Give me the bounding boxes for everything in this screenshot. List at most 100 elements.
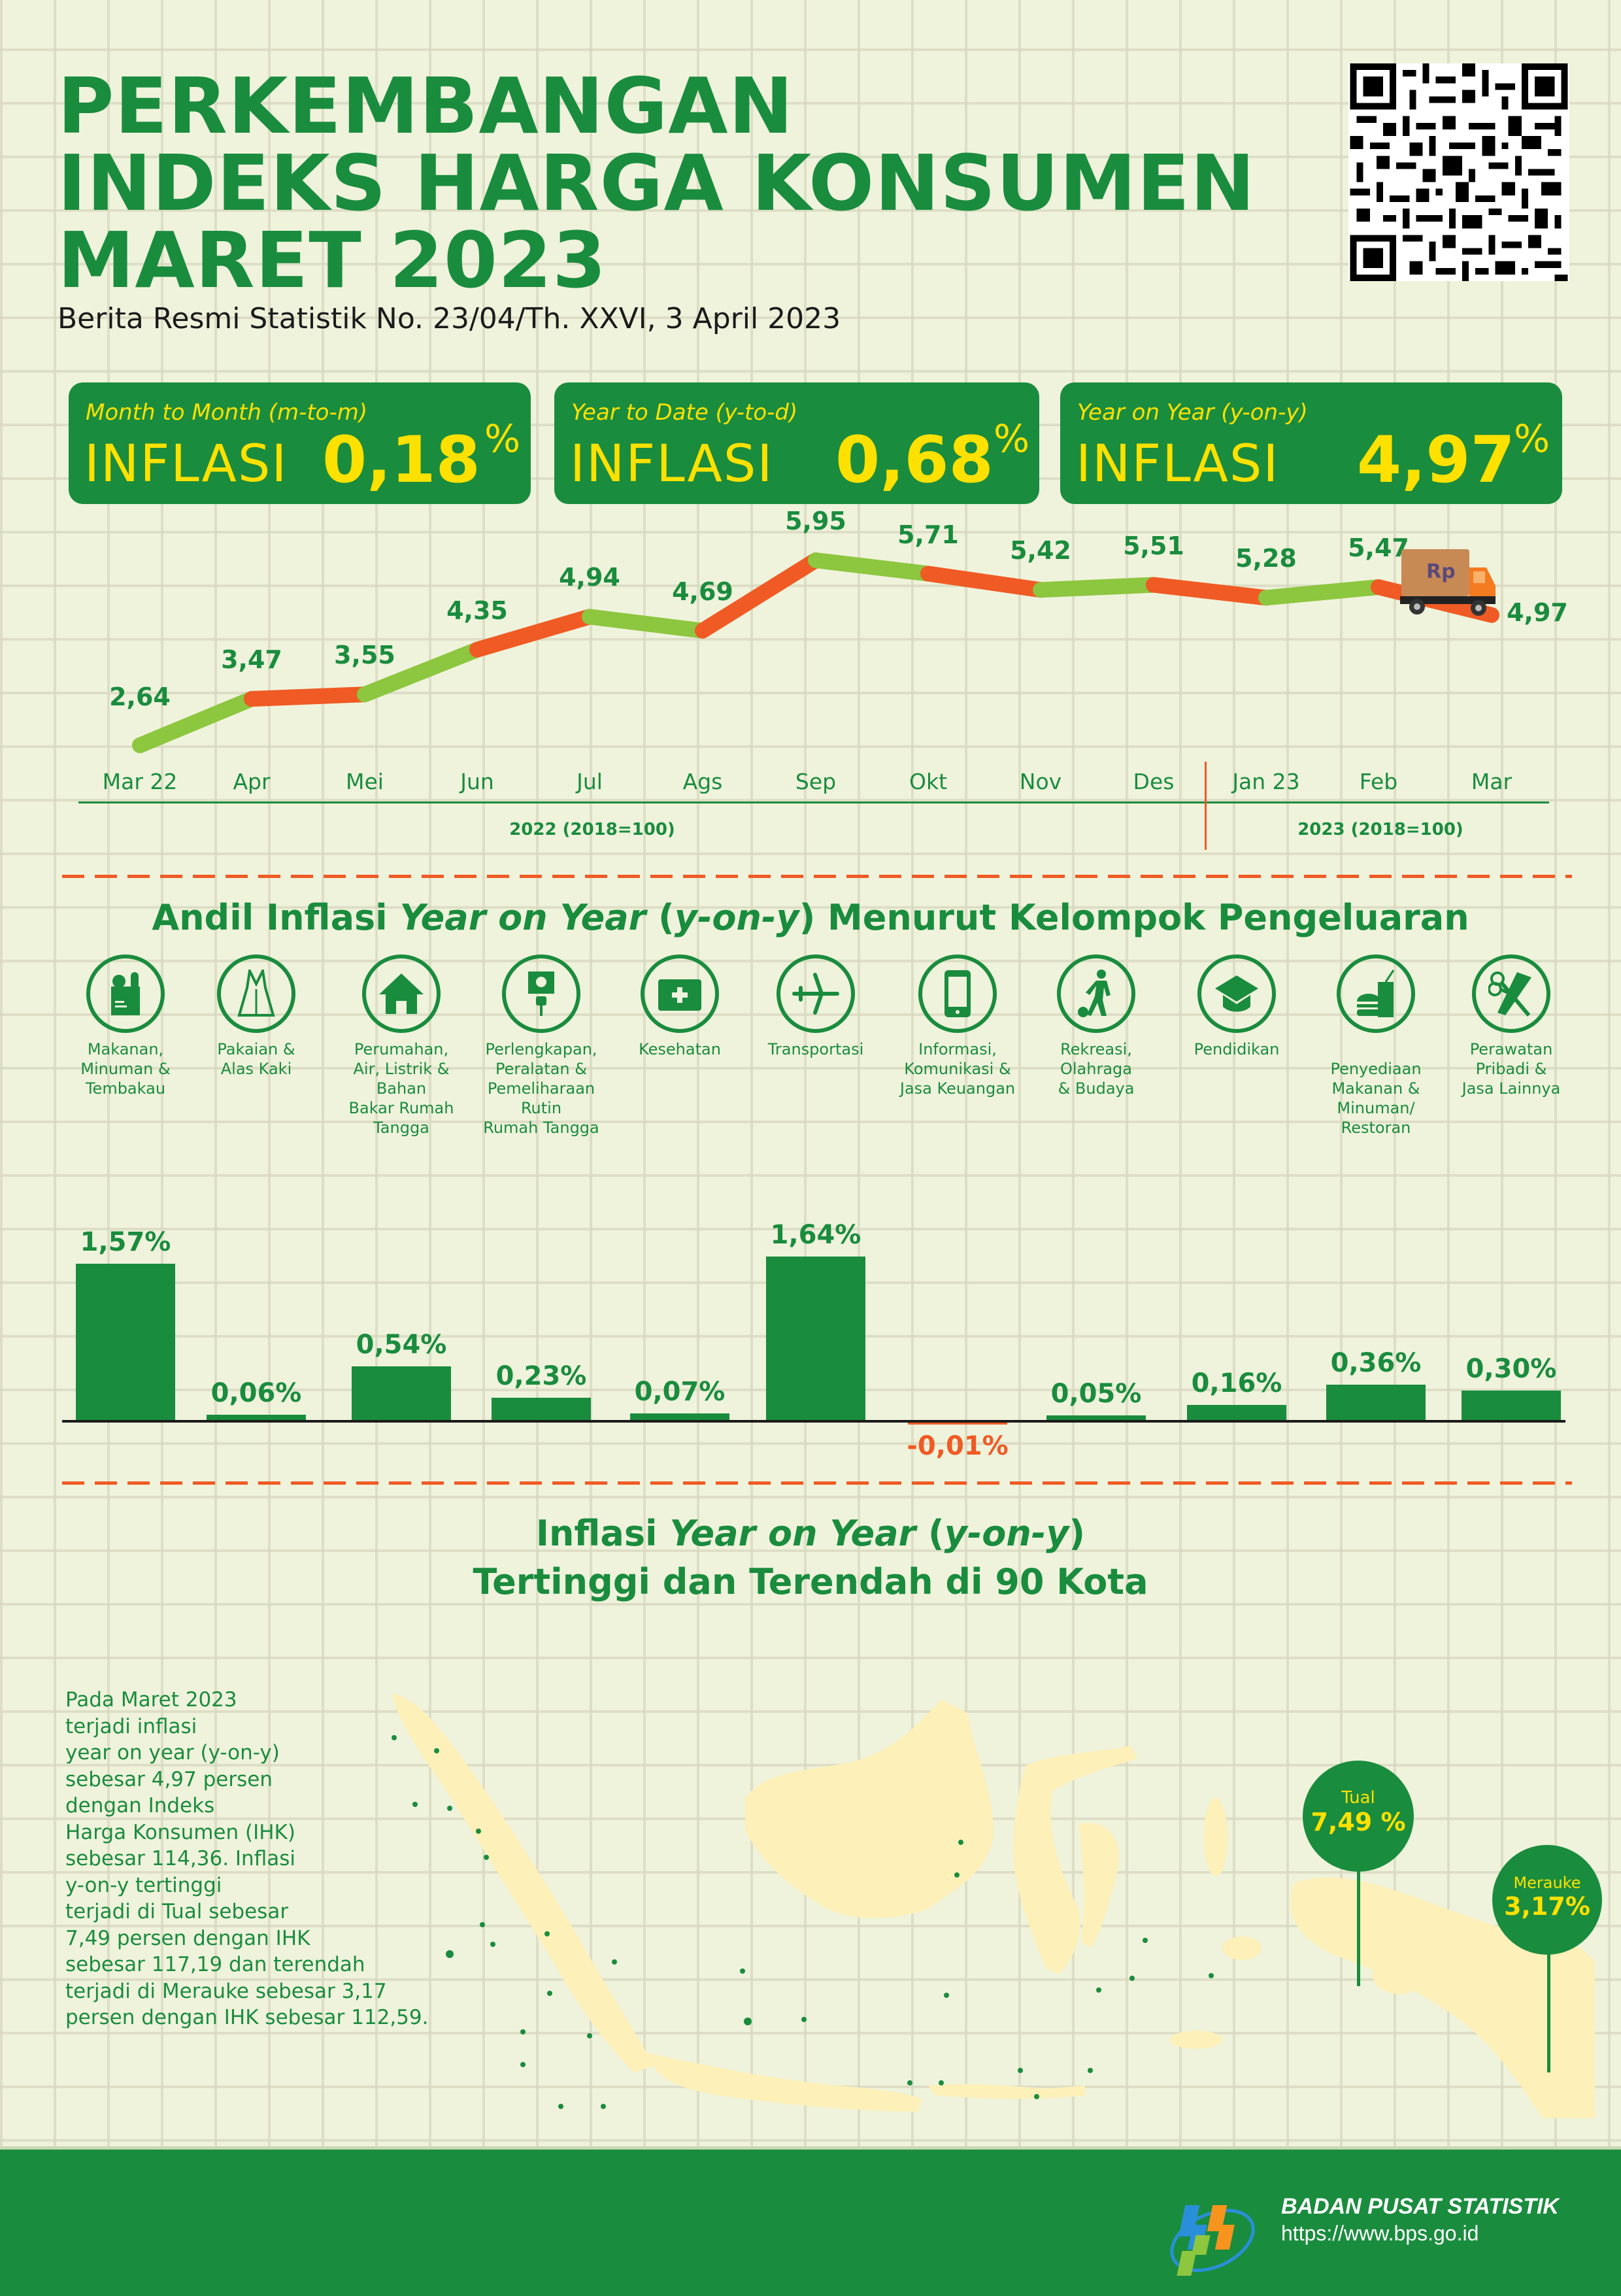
first-aid-kit-icon — [641, 954, 719, 1033]
expenditure-group-1: Makanan, Minuman & Tembakau — [60, 954, 191, 1098]
merauke-pin-stick — [1547, 1942, 1550, 2072]
page-title-line-2: INDEKS HARGA KONSUMEN — [58, 138, 1256, 228]
map-section-title-line-2: Tertinggi dan Terendah di 90 Kota — [473, 1561, 1148, 1602]
expenditure-group-label: Kesehatan — [639, 1040, 721, 1058]
data-point-label: 3,55 — [334, 641, 395, 670]
expenditure-group-3: Perumahan, Air, Listrik & Bahan Bakar Ru… — [336, 954, 467, 1138]
bps-website-link[interactable]: https://www.bps.go.id — [1281, 2221, 1479, 2245]
card-value: 0,18 — [322, 423, 480, 498]
highest-inflation-bubble[interactable]: Tual 7,49 % — [1303, 1761, 1414, 1872]
expenditure-group-label: Penyediaan Makanan & Minuman/ Restoran — [1330, 1060, 1422, 1137]
card-month-to-month: Month to Month (m-to-m) INFLASI 0,18 % — [69, 382, 531, 504]
expenditure-group-label: Transportasi — [767, 1040, 864, 1058]
contribution-bar[interactable] — [492, 1397, 591, 1421]
line-segment — [1258, 579, 1386, 606]
dress-icon — [217, 954, 295, 1033]
expenditure-group-label: Rekreasi, Olahraga & Budaya — [1058, 1040, 1135, 1098]
highest-city-name: Tual — [1341, 1788, 1375, 1808]
card-value: 0,68 — [835, 423, 994, 498]
bar-baseline — [62, 1420, 1565, 1423]
x-axis-label: Sep — [795, 769, 837, 794]
x-axis-label: Mei — [346, 769, 384, 794]
period-label-2022: 2022 (2018=100) — [509, 820, 675, 839]
contribution-bar[interactable] — [76, 1263, 175, 1421]
data-point-label: 5,28 — [1235, 544, 1297, 573]
highest-city-value: 7,49 % — [1311, 1808, 1406, 1836]
release-subtitle: Berita Resmi Statistik No. 23/04/Th. XXV… — [58, 302, 841, 335]
data-point-label: 5,47 — [1348, 533, 1409, 563]
burger-drink-icon — [1337, 954, 1415, 1033]
line-segment — [920, 566, 1048, 598]
footer-bar — [0, 2146, 1621, 2296]
x-axis-line — [78, 802, 1549, 803]
bps-org-name: BADAN PUSAT STATISTIK — [1281, 2194, 1559, 2219]
bar-value-label: 0,07% — [634, 1377, 726, 1408]
qr-code-icon[interactable] — [1348, 63, 1569, 281]
x-axis-label: Des — [1133, 769, 1175, 794]
house-icon — [362, 954, 441, 1033]
data-point-label: 4,94 — [559, 563, 620, 592]
data-point-label: 3,47 — [221, 645, 282, 675]
svg-text:Rp: Rp — [1426, 560, 1456, 583]
contribution-bar[interactable] — [352, 1366, 451, 1421]
contribution-bar[interactable] — [1187, 1404, 1286, 1421]
card-percent: % — [1514, 416, 1550, 461]
line-segment — [244, 686, 373, 707]
contribution-bar[interactable] — [1046, 1415, 1146, 1421]
section-divider — [62, 875, 1572, 878]
bar-value-label: 0,36% — [1330, 1347, 1422, 1378]
smartphone-icon — [918, 954, 997, 1033]
lowest-inflation-bubble[interactable]: Merauke 3,17% — [1492, 1845, 1602, 1955]
expenditure-group-label: Informasi, Komunikasi & Jasa Keuangan — [899, 1040, 1016, 1098]
expenditure-group-2: Pakaian & Alas Kaki — [191, 954, 322, 1079]
data-point-label: 4,35 — [446, 596, 508, 625]
section-divider — [62, 1481, 1572, 1485]
truck-icon: Rp — [1400, 548, 1498, 621]
contribution-bar[interactable] — [1326, 1384, 1426, 1421]
bar-value-label: 0,16% — [1191, 1368, 1282, 1398]
expenditure-group-11: Perawatan Pribadi & Jasa Lainnya — [1446, 954, 1577, 1098]
x-axis-label: Feb — [1359, 769, 1398, 794]
bps-logo-icon[interactable] — [1167, 2200, 1265, 2278]
x-axis-label: Apr — [233, 769, 271, 794]
x-axis-label: Mar 22 — [102, 769, 178, 794]
data-point-label: 5,51 — [1123, 531, 1184, 560]
card-label: INFLASI — [84, 435, 288, 494]
period-label-2023: 2023 (2018=100) — [1297, 820, 1463, 839]
data-point-label: 4,97 — [1507, 598, 1568, 627]
soccer-player-icon — [1057, 954, 1135, 1033]
map-section-title-line-1: Inflasi Year on Year (y-on-y) — [535, 1513, 1086, 1554]
lowest-city-name: Merauke — [1513, 1874, 1581, 1892]
page-title-line-1: PERKEMBANGAN — [58, 61, 794, 151]
expenditure-group-label: Perlengkapan, Peralatan & Pemeliharaan R… — [483, 1040, 599, 1137]
graduation-cap-icon — [1197, 954, 1276, 1033]
lowest-city-value: 3,17% — [1504, 1892, 1590, 1921]
card-percent: % — [484, 416, 521, 461]
contribution-bar[interactable] — [630, 1413, 729, 1421]
bar-value-label: 0,30% — [1465, 1354, 1557, 1385]
card-value: 4,97 — [1357, 423, 1515, 498]
year-divider-line — [1205, 762, 1207, 850]
contribution-bar[interactable] — [1462, 1391, 1561, 1421]
grocery-bag-icon — [86, 954, 165, 1033]
data-point-label: 5,42 — [1010, 536, 1071, 566]
map-summary-paragraph: Pada Maret 2023 terjadi inflasi year on … — [65, 1688, 429, 2029]
x-axis-label: Jan 23 — [1232, 769, 1300, 794]
expenditure-group-8: Rekreasi, Olahraga & Budaya — [1031, 954, 1161, 1098]
data-point-label: 2,64 — [109, 683, 171, 711]
card-subtitle: Year to Date (y-to-d) — [571, 399, 798, 426]
bar-value-label: 1,57% — [80, 1226, 171, 1257]
data-point-label: 5,95 — [785, 506, 846, 535]
expenditure-group-label: Makanan, Minuman & Tembakau — [80, 1040, 171, 1098]
line-segment — [582, 609, 710, 639]
expenditure-group-9: Pendidikan — [1171, 954, 1302, 1059]
x-axis-label: Jul — [577, 769, 603, 794]
contribution-bar[interactable] — [207, 1414, 306, 1421]
line-segment — [1033, 577, 1161, 598]
expenditure-group-4: Perlengkapan, Peralatan & Pemeliharaan R… — [476, 954, 607, 1138]
contribution-bar[interactable] — [908, 1422, 1007, 1425]
contribution-bar[interactable] — [766, 1257, 865, 1421]
expenditure-group-label: Perawatan Pribadi & Jasa Lainnya — [1462, 1040, 1561, 1098]
scissors-comb-icon — [1472, 954, 1550, 1033]
page-title-line-3: MARET 2023 — [58, 215, 607, 305]
